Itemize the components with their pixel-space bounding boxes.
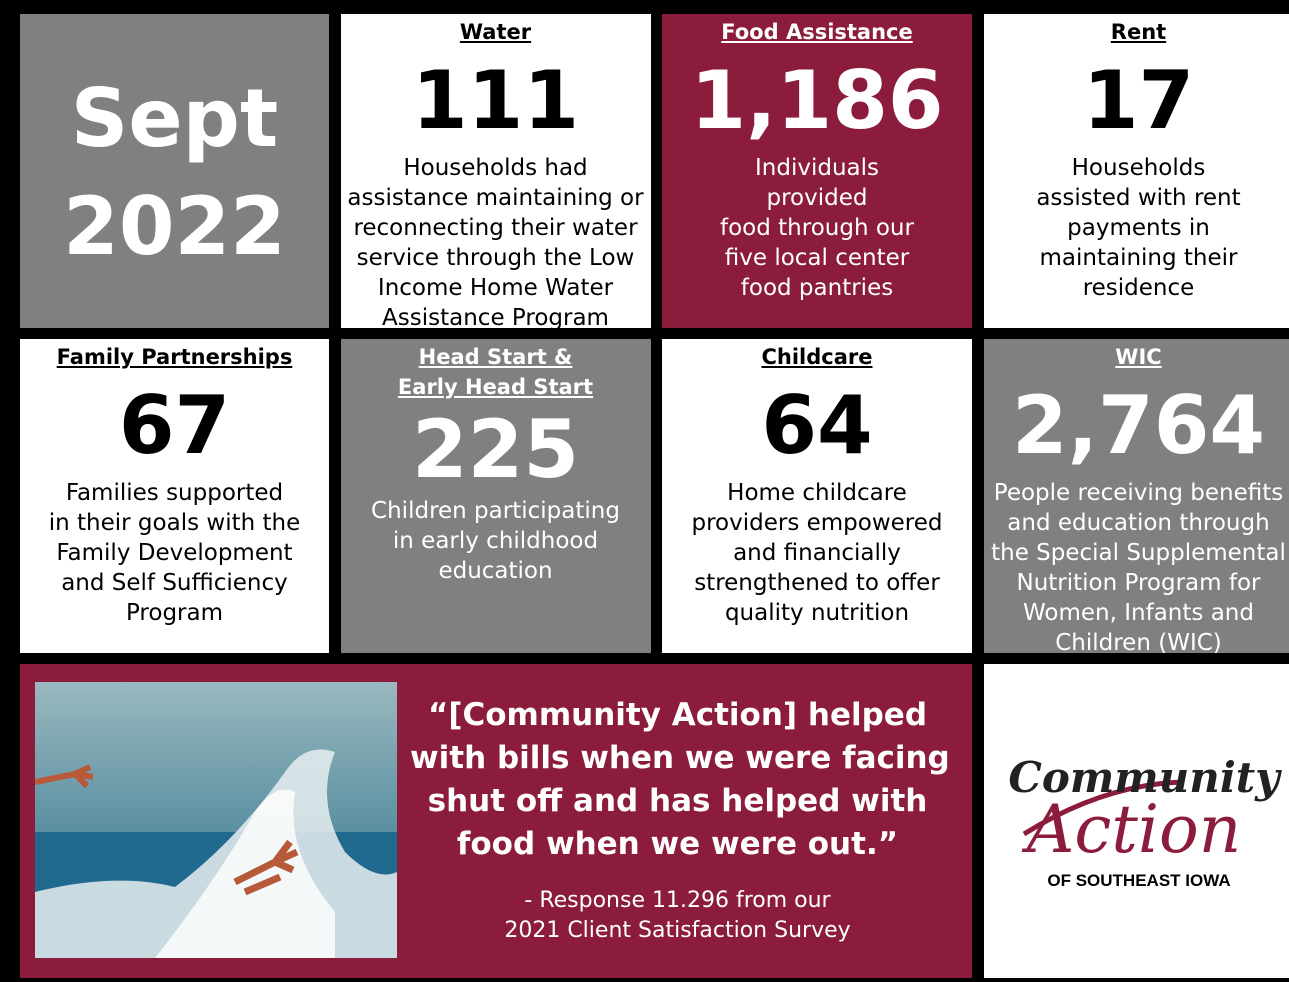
tile-description: education xyxy=(438,558,553,584)
tile-description: Home childcare xyxy=(727,480,907,506)
tile-title: Food Assistance xyxy=(721,20,913,44)
tile-number: 67 xyxy=(118,379,231,472)
tile-description: Women, Infants and xyxy=(1023,600,1254,626)
stat-tile: WIC 2,764 People receiving benefits and edu… xyxy=(983,339,1289,653)
tile-title: Early Head Start xyxy=(397,375,594,399)
tile-number: 64 xyxy=(761,379,873,472)
tile-number: 1,186 xyxy=(690,54,944,147)
tile-description: strengthened to offer xyxy=(694,570,940,596)
tile-description: and Self Sufficiency xyxy=(61,570,288,596)
stat-tile: Food Assistance 1,186 Individuals provided f… xyxy=(662,14,972,328)
tile-description: maintaining their xyxy=(1039,245,1238,271)
tile-description: assisted with rent xyxy=(1036,185,1241,211)
attribution-line: - Response 11.296 from our xyxy=(524,888,831,913)
tile-description: Children participating xyxy=(371,498,620,524)
quote-panel: “[Community Action] helped with bills whe… xyxy=(20,664,972,978)
tile-description: providers empowered xyxy=(691,510,943,536)
stat-tile: Head Start & Early Head Start 225 Children … xyxy=(340,339,651,653)
logo: Community Action OF SOUTHEAST IOWA xyxy=(1008,753,1282,890)
tile-description: Income Home Water xyxy=(377,275,614,301)
tile-title: WIC xyxy=(1115,345,1162,369)
quote-line: shut off and has helped with xyxy=(427,783,928,819)
stat-tile: Water 111 Households had assistance maintai… xyxy=(340,14,651,328)
tile-description: Family Development xyxy=(56,540,293,566)
tile-title: Water xyxy=(459,20,532,44)
quote-line: “[Community Action] helped xyxy=(427,697,928,733)
tile-description: in their goals with the xyxy=(48,510,301,536)
stat-tile: Family Partnerships 67 Families supported i… xyxy=(20,339,329,653)
quote: “[Community Action] helped with bills whe… xyxy=(410,694,950,866)
logo-panel: Community Action OF SOUTHEAST IOWA xyxy=(983,664,1289,978)
tile-description: Individuals xyxy=(755,155,879,181)
tile-title: Childcare xyxy=(761,345,873,369)
tile-description: Assistance Program xyxy=(382,305,609,328)
logo-line3: OF SOUTHEAST IOWA xyxy=(1047,871,1230,890)
period-line: 2022 xyxy=(63,179,286,273)
quote-line: with bills when we were facing xyxy=(410,740,950,776)
tile-description: payments in xyxy=(1067,215,1210,241)
tile-number: 2,764 xyxy=(1011,379,1266,472)
attribution: - Response 11.296 from our 2021 Client Sa… xyxy=(410,886,945,946)
tile-description: Households xyxy=(1071,155,1206,181)
tile-description: in early childhood xyxy=(392,528,599,554)
logo-line2: Action xyxy=(1020,791,1241,868)
tile-description: and education through xyxy=(1007,510,1270,536)
tile-number: 17 xyxy=(1082,54,1195,147)
period-line: Sept xyxy=(70,71,279,165)
tile-description: provided xyxy=(766,185,868,211)
tile-description: service through the Low xyxy=(356,245,635,271)
tile-title: Family Partnerships xyxy=(56,345,293,369)
tile-description: Children (WIC) xyxy=(1055,630,1222,653)
tile-description: Households had xyxy=(403,155,588,181)
tile-description: reconnecting their water xyxy=(353,215,638,241)
tile-number: 225 xyxy=(412,403,579,496)
wave-painting xyxy=(35,682,397,958)
tile-description: food pantries xyxy=(740,275,894,301)
tile-number: 111 xyxy=(412,54,579,147)
tile-title: Rent xyxy=(1110,20,1167,44)
tile-description: quality nutrition xyxy=(724,600,910,626)
tile-description: five local center xyxy=(724,245,910,271)
tile-description: residence xyxy=(1082,275,1195,301)
tile-description: Program xyxy=(125,600,224,626)
quote-line: food when we were out.” xyxy=(456,826,899,862)
tile-description: and financially xyxy=(733,540,901,566)
tile-description: the Special Supplemental xyxy=(991,540,1286,566)
tile-description: assistance maintaining or xyxy=(347,185,644,211)
period-tile: Sept 2022 xyxy=(20,14,329,328)
tile-description: food through our xyxy=(720,215,914,241)
tile-description: Nutrition Program for xyxy=(1016,570,1261,596)
logo-line1: Community xyxy=(1008,753,1282,802)
stat-tile: Rent 17 Households assisted with rent paymen… xyxy=(983,14,1289,328)
tile-description: People receiving benefits xyxy=(993,480,1284,506)
tile-description: Families supported xyxy=(65,480,284,506)
attribution-line: 2021 Client Satisfaction Survey xyxy=(504,918,851,943)
grid: Sept 2022 “[Community Action] helped with … xyxy=(20,14,1289,978)
tile-title: Head Start & xyxy=(418,345,573,369)
stat-tile: Childcare 64 Home childcare providers empow… xyxy=(662,339,972,653)
